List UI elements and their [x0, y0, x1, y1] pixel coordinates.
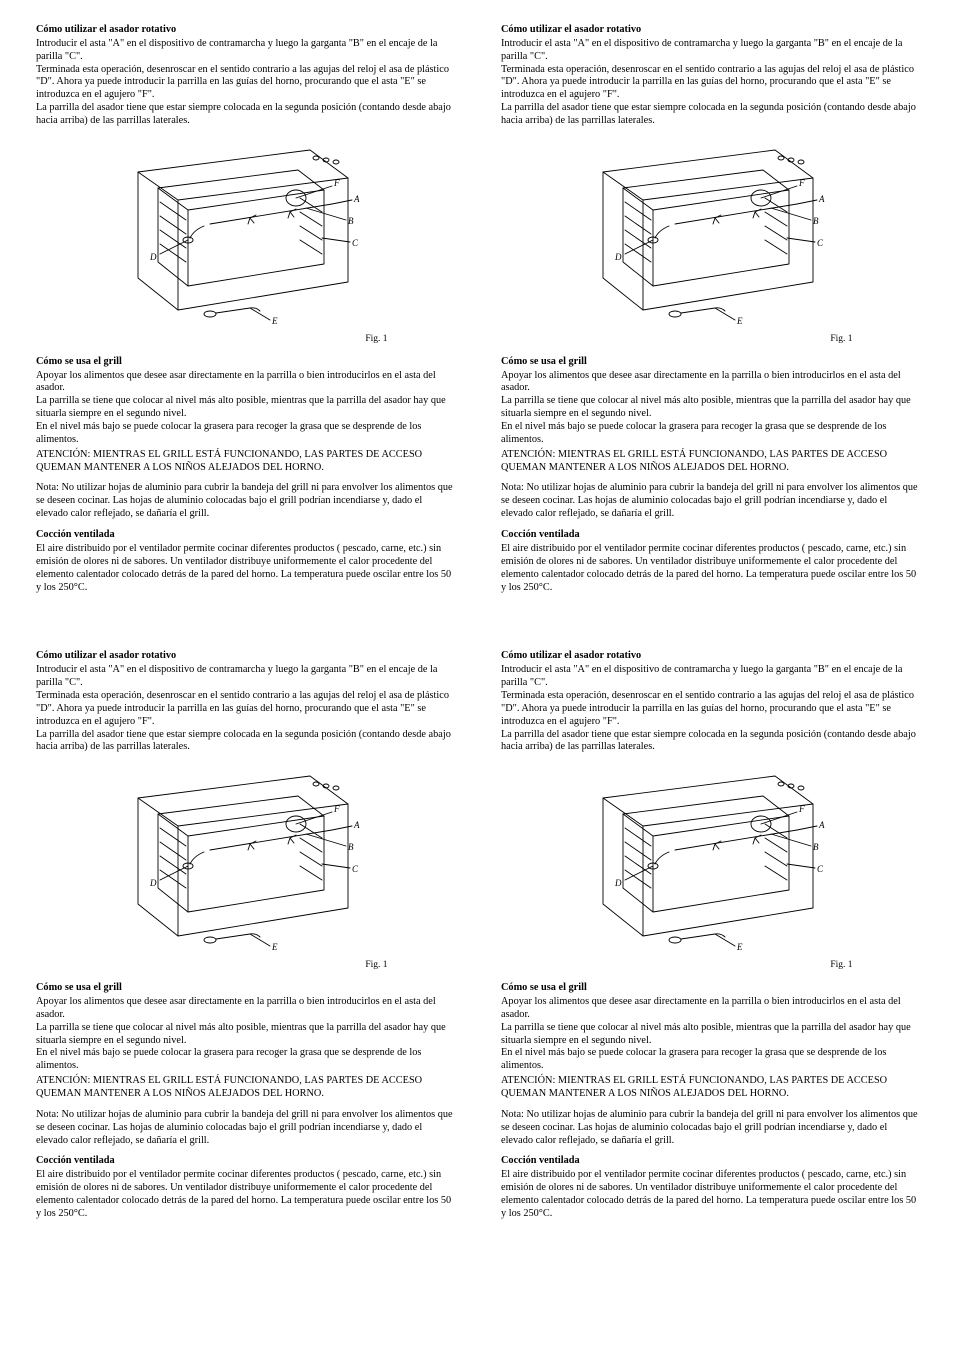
- figure-caption: Fig. 1: [100, 334, 390, 346]
- fig-label-a: A: [353, 194, 360, 204]
- svg-text:B: B: [813, 216, 819, 226]
- sec3-title: Cocción ventilada: [501, 529, 918, 542]
- sec3-p1: El aire distribuido por el ventilador pe…: [36, 1169, 453, 1220]
- sec3-p1: El aire distribuido por el ventilador pe…: [36, 543, 453, 594]
- sec1-p1: Introducir el asta "A" en el dispositivo…: [501, 664, 918, 690]
- sec2-p3: En el nivel más bajo se puede colocar la…: [501, 421, 918, 447]
- page-grid: Cómo utilizar el asador rotativo Introdu…: [36, 24, 918, 1221]
- svg-text:D: D: [149, 878, 157, 888]
- fig-label-c: C: [352, 238, 359, 248]
- svg-text:F: F: [333, 804, 340, 814]
- sec1-p1: Introducir el asta "A" en el dispositivo…: [36, 664, 453, 690]
- svg-text:F: F: [798, 804, 805, 814]
- sec1-p3: La parrilla del asador tiene que estar s…: [501, 729, 918, 755]
- sec1-title: Cómo utilizar el asador rotativo: [501, 24, 918, 37]
- figure-wrap: A B C D E F Fig. 1: [501, 142, 918, 346]
- fig-label-e: E: [271, 316, 278, 326]
- sec1-p2: Terminada esta operación, desenroscar en…: [36, 690, 453, 729]
- sec3-title: Cocción ventilada: [36, 1155, 453, 1168]
- sec2-p1: Apoyar los alimentos que desee asar dire…: [36, 996, 453, 1022]
- sec2-p2: La parrilla se tiene que colocar al nive…: [36, 1022, 453, 1048]
- sec1-p2: Terminada esta operación, desenroscar en…: [501, 690, 918, 729]
- sec2-note: Nota: No utilizar hojas de aluminio para…: [501, 1109, 918, 1148]
- sec2-title: Cómo se usa el grill: [36, 356, 453, 369]
- sec1-p2: Terminada esta operación, desenroscar en…: [501, 64, 918, 103]
- sec2-p3: En el nivel más bajo se puede colocar la…: [36, 1047, 453, 1073]
- figure-wrap: A B C D E F Fig. 1: [501, 768, 918, 972]
- oven-diagram: A B C D E F: [565, 768, 855, 958]
- sec2-note: Nota: No utilizar hojas de aluminio para…: [501, 482, 918, 521]
- svg-text:C: C: [817, 864, 824, 874]
- sec1-p3: La parrilla del asador tiene que estar s…: [501, 102, 918, 128]
- sec1-p3: La parrilla del asador tiene que estar s…: [36, 729, 453, 755]
- sec2-title: Cómo se usa el grill: [501, 356, 918, 369]
- svg-text:A: A: [818, 820, 825, 830]
- manual-column: Cómo utilizar el asador rotativo Introdu…: [501, 24, 918, 594]
- sec2-note: Nota: No utilizar hojas de aluminio para…: [36, 1109, 453, 1148]
- manual-column: Cómo utilizar el asador rotativo Introdu…: [501, 650, 918, 1220]
- sec2-warning: ATENCIÓN: MIENTRAS EL GRILL ESTÁ FUNCION…: [36, 1075, 453, 1101]
- sec2-note: Nota: No utilizar hojas de aluminio para…: [36, 482, 453, 521]
- svg-text:B: B: [348, 842, 354, 852]
- sec2-p3: En el nivel más bajo se puede colocar la…: [501, 1047, 918, 1073]
- sec2-title: Cómo se usa el grill: [501, 982, 918, 995]
- sec2-p1: Apoyar los alimentos que desee asar dire…: [36, 370, 453, 396]
- svg-text:B: B: [813, 842, 819, 852]
- sec1-p1: Introducir el asta "A" en el dispositivo…: [501, 38, 918, 64]
- sec2-p2: La parrilla se tiene que colocar al nive…: [501, 1022, 918, 1048]
- sec1-title: Cómo utilizar el asador rotativo: [36, 24, 453, 37]
- sec2-p3: En el nivel más bajo se puede colocar la…: [36, 421, 453, 447]
- svg-text:A: A: [353, 820, 360, 830]
- sec2-p1: Apoyar los alimentos que desee asar dire…: [501, 996, 918, 1022]
- sec2-p2: La parrilla se tiene que colocar al nive…: [36, 395, 453, 421]
- figure-wrap: A B C D E F Fig. 1: [36, 768, 453, 972]
- svg-text:D: D: [614, 252, 622, 262]
- sec2-warning: ATENCIÓN: MIENTRAS EL GRILL ESTÁ FUNCION…: [36, 449, 453, 475]
- svg-text:E: E: [271, 942, 278, 952]
- fig-label-f: F: [333, 178, 340, 188]
- oven-diagram: A B C D E F: [100, 768, 390, 958]
- sec1-p3: La parrilla del asador tiene que estar s…: [36, 102, 453, 128]
- sec2-p1: Apoyar los alimentos que desee asar dire…: [501, 370, 918, 396]
- sec1-title: Cómo utilizar el asador rotativo: [36, 650, 453, 663]
- fig-label-b: B: [348, 216, 354, 226]
- svg-text:E: E: [736, 942, 743, 952]
- fig-label-d: D: [149, 252, 157, 262]
- sec2-warning: ATENCIÓN: MIENTRAS EL GRILL ESTÁ FUNCION…: [501, 449, 918, 475]
- sec1-p2: Terminada esta operación, desenroscar en…: [36, 64, 453, 103]
- sec3-title: Cocción ventilada: [501, 1155, 918, 1168]
- sec3-p1: El aire distribuido por el ventilador pe…: [501, 543, 918, 594]
- figure-caption: Fig. 1: [100, 960, 390, 972]
- svg-text:C: C: [817, 238, 824, 248]
- svg-text:D: D: [614, 878, 622, 888]
- sec2-title: Cómo se usa el grill: [36, 982, 453, 995]
- svg-text:F: F: [798, 178, 805, 188]
- oven-diagram: A B C D E F: [565, 142, 855, 332]
- oven-diagram: A B C D E F: [100, 142, 390, 332]
- figure-caption: Fig. 1: [565, 334, 855, 346]
- svg-text:E: E: [736, 316, 743, 326]
- svg-text:C: C: [352, 864, 359, 874]
- sec3-title: Cocción ventilada: [36, 529, 453, 542]
- sec2-warning: ATENCIÓN: MIENTRAS EL GRILL ESTÁ FUNCION…: [501, 1075, 918, 1101]
- figure-caption: Fig. 1: [565, 960, 855, 972]
- svg-text:A: A: [818, 194, 825, 204]
- manual-column: Cómo utilizar el asador rotativo Introdu…: [36, 24, 453, 594]
- sec1-p1: Introducir el asta "A" en el dispositivo…: [36, 38, 453, 64]
- sec3-p1: El aire distribuido por el ventilador pe…: [501, 1169, 918, 1220]
- sec1-title: Cómo utilizar el asador rotativo: [501, 650, 918, 663]
- sec2-p2: La parrilla se tiene que colocar al nive…: [501, 395, 918, 421]
- manual-column: Cómo utilizar el asador rotativo Introdu…: [36, 650, 453, 1220]
- figure-wrap: A B C D E F Fig. 1: [36, 142, 453, 346]
